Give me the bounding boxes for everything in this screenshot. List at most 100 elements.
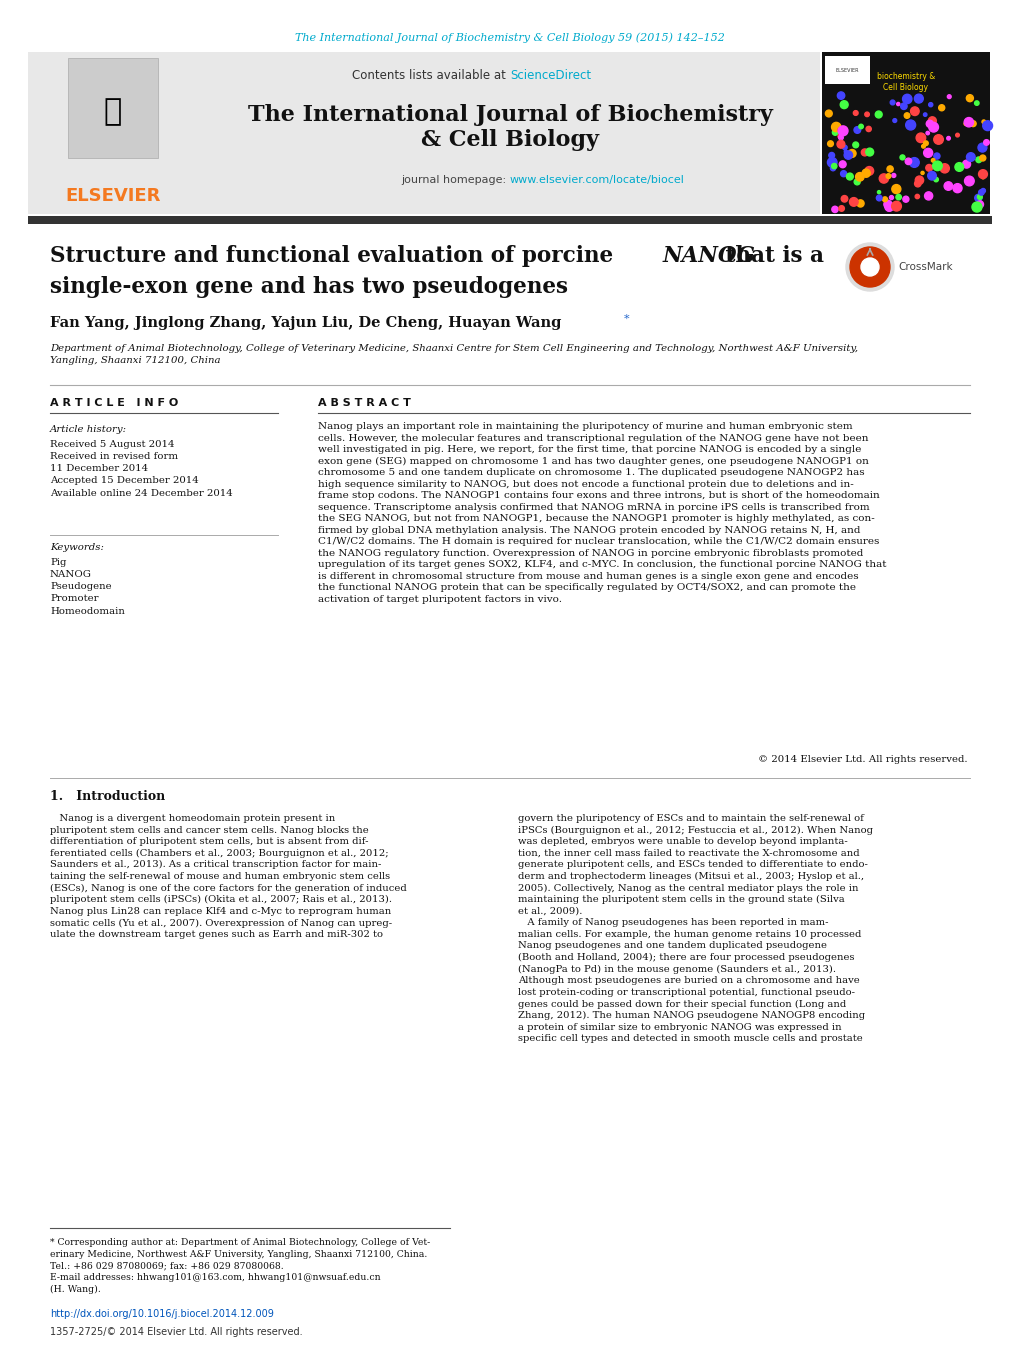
Circle shape (965, 95, 972, 101)
Circle shape (963, 118, 972, 127)
Circle shape (840, 170, 846, 177)
FancyBboxPatch shape (68, 58, 158, 158)
Circle shape (852, 142, 858, 147)
Circle shape (925, 165, 931, 172)
Circle shape (838, 135, 843, 141)
Circle shape (980, 176, 983, 178)
FancyBboxPatch shape (200, 51, 819, 213)
Circle shape (962, 161, 970, 168)
Circle shape (839, 161, 846, 168)
Circle shape (973, 101, 978, 105)
Circle shape (896, 103, 899, 105)
Circle shape (976, 195, 981, 200)
Text: Article history:: Article history: (50, 426, 127, 434)
Circle shape (952, 184, 961, 193)
FancyBboxPatch shape (824, 55, 869, 84)
Text: Keywords:: Keywords: (50, 543, 104, 553)
Text: Pig
NANOG
Pseudogene
Promoter
Homeodomain: Pig NANOG Pseudogene Promoter Homeodomai… (50, 558, 124, 616)
Text: Received 5 August 2014
Received in revised form
11 December 2014
Accepted 15 Dec: Received 5 August 2014 Received in revis… (50, 440, 232, 497)
Circle shape (923, 192, 931, 200)
Circle shape (904, 112, 909, 119)
Circle shape (853, 178, 859, 185)
Text: NANOG: NANOG (662, 245, 755, 267)
Text: *: * (624, 313, 629, 324)
Circle shape (865, 150, 870, 155)
Circle shape (902, 95, 911, 104)
Text: Nanog plays an important role in maintaining the pluripotency of murine and huma: Nanog plays an important role in maintai… (318, 422, 886, 604)
Circle shape (830, 163, 837, 169)
Circle shape (856, 200, 863, 207)
Circle shape (886, 205, 892, 211)
Circle shape (832, 130, 838, 135)
Circle shape (837, 141, 844, 149)
Text: journal homepage:: journal homepage: (401, 176, 510, 185)
Circle shape (887, 166, 893, 172)
Circle shape (841, 196, 847, 203)
Text: & Cell Biology: & Cell Biology (421, 128, 598, 151)
Circle shape (844, 151, 852, 159)
Circle shape (890, 100, 894, 105)
Text: * Corresponding author at: Department of Animal Biotechnology, College of Vet-
e: * Corresponding author at: Department of… (50, 1238, 430, 1294)
Circle shape (830, 123, 840, 132)
Circle shape (864, 166, 873, 176)
Circle shape (922, 141, 927, 146)
Text: 🌿: 🌿 (104, 97, 122, 127)
Circle shape (922, 113, 926, 116)
Circle shape (975, 157, 980, 162)
Text: ELSEVIER: ELSEVIER (65, 186, 161, 205)
Circle shape (838, 205, 844, 211)
Circle shape (944, 182, 952, 190)
Circle shape (931, 161, 942, 170)
Circle shape (900, 103, 906, 109)
Text: Fan Yang, Jinglong Zhang, Yajun Liu, De Cheng, Huayan Wang: Fan Yang, Jinglong Zhang, Yajun Liu, De … (50, 316, 560, 330)
Circle shape (895, 195, 901, 200)
Circle shape (826, 158, 837, 168)
Circle shape (876, 190, 879, 193)
Circle shape (855, 173, 863, 181)
Circle shape (977, 189, 983, 195)
Circle shape (954, 162, 963, 172)
Circle shape (977, 143, 986, 153)
Circle shape (927, 116, 935, 124)
Circle shape (981, 120, 984, 123)
Text: ScienceDirect: ScienceDirect (510, 69, 591, 81)
Circle shape (904, 158, 911, 165)
Circle shape (932, 135, 943, 145)
Circle shape (964, 176, 973, 186)
Text: A B S T R A C T: A B S T R A C T (318, 399, 411, 408)
Circle shape (865, 127, 870, 131)
Circle shape (853, 127, 860, 134)
Circle shape (832, 207, 838, 212)
Circle shape (925, 120, 932, 127)
Circle shape (858, 124, 862, 128)
Circle shape (955, 134, 959, 136)
FancyBboxPatch shape (28, 51, 200, 213)
Circle shape (840, 101, 848, 108)
Text: govern the pluripotency of ESCs and to maintain the self-renewal of
iPSCs (Bourg: govern the pluripotency of ESCs and to m… (518, 815, 872, 1043)
Circle shape (845, 243, 893, 290)
Circle shape (933, 177, 937, 182)
Circle shape (910, 107, 918, 116)
Circle shape (909, 158, 918, 168)
Text: ELSEVIER: ELSEVIER (835, 68, 858, 73)
FancyBboxPatch shape (28, 216, 991, 224)
Circle shape (914, 195, 918, 199)
Circle shape (979, 155, 984, 161)
Circle shape (828, 153, 834, 158)
Circle shape (940, 163, 949, 173)
Circle shape (933, 153, 940, 159)
Circle shape (864, 112, 868, 116)
Circle shape (966, 153, 974, 161)
Circle shape (927, 103, 932, 107)
Circle shape (875, 195, 881, 201)
Text: The International Journal of Biochemistry & Cell Biology 59 (2015) 142–152: The International Journal of Biochemistr… (294, 32, 725, 43)
Circle shape (889, 196, 893, 200)
Circle shape (878, 174, 888, 184)
Circle shape (860, 258, 878, 276)
Circle shape (905, 120, 915, 130)
Circle shape (937, 105, 944, 111)
Circle shape (837, 92, 844, 99)
Circle shape (849, 197, 857, 207)
Circle shape (891, 185, 900, 193)
Circle shape (883, 200, 891, 208)
